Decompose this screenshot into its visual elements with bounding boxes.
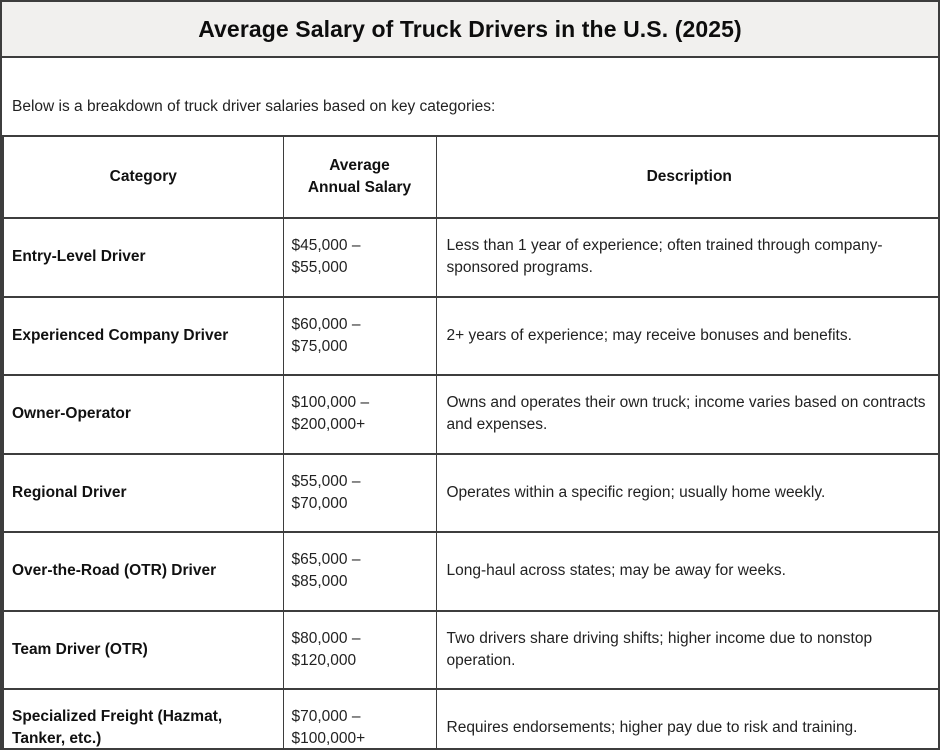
category-label: Regional Driver xyxy=(12,483,127,501)
table-header-row: Category Average Annual Salary Descripti… xyxy=(2,135,938,219)
salary-range-line1: $60,000 – xyxy=(291,315,361,333)
column-header-category: Category xyxy=(2,135,284,219)
description-cell: Operates within a specific region; usual… xyxy=(435,452,938,533)
category-label: Team Driver (OTR) xyxy=(12,640,148,658)
salary-range-line2: $120,000 xyxy=(291,651,357,669)
description-text: Requires endorsements; higher pay due to… xyxy=(446,719,858,737)
page-title: Average Salary of Truck Drivers in the U… xyxy=(198,15,742,42)
salary-cell: $55,000 – $70,000 xyxy=(282,452,437,533)
description-text: Two drivers share driving shifts; higher… xyxy=(446,629,873,669)
table-row: Experienced Company Driver $60,000 – $75… xyxy=(2,295,938,376)
table-row: Regional Driver $55,000 – $70,000 Operat… xyxy=(2,452,938,533)
category-cell: Regional Driver xyxy=(2,452,284,533)
salary-range-line1: $65,000 – xyxy=(291,551,361,569)
salary-table: Category Average Annual Salary Descripti… xyxy=(2,135,938,748)
salary-cell: $70,000 – $100,000+ xyxy=(282,688,437,748)
description-cell: Long-haul across states; may be away for… xyxy=(435,531,938,612)
salary-range-line1: $80,000 – xyxy=(291,629,361,647)
salary-range-line2: $70,000 xyxy=(291,494,348,512)
description-text: Owns and operates their own truck; incom… xyxy=(446,394,926,434)
salary-cell: $100,000 – $200,000+ xyxy=(282,374,437,455)
salary-range-line2: $75,000 xyxy=(291,337,348,355)
table-row: Specialized Freight (Hazmat, Tanker, etc… xyxy=(2,688,938,748)
table-body: Entry-Level Driver $45,000 – $55,000 Les… xyxy=(2,217,938,748)
category-label: Experienced Company Driver xyxy=(12,326,229,344)
category-cell: Owner-Operator xyxy=(2,374,284,455)
salary-range-line2: $200,000+ xyxy=(291,416,366,434)
description-cell: Owns and operates their own truck; incom… xyxy=(435,374,938,455)
salary-range-line1: $45,000 – xyxy=(291,237,361,255)
category-cell: Entry-Level Driver xyxy=(2,217,284,298)
salary-cell: $65,000 – $85,000 xyxy=(282,531,437,612)
salary-cell: $45,000 – $55,000 xyxy=(282,217,437,298)
category-label: Entry-Level Driver xyxy=(12,248,146,266)
table-row: Over-the-Road (OTR) Driver $65,000 – $85… xyxy=(2,531,938,612)
title-band: Average Salary of Truck Drivers in the U… xyxy=(2,2,938,58)
description-text: Less than 1 year of experience; often tr… xyxy=(446,237,883,277)
description-text: 2+ years of experience; may receive bonu… xyxy=(446,326,852,344)
salary-cell: $80,000 – $120,000 xyxy=(282,609,437,690)
column-header-salary: Average Annual Salary xyxy=(282,135,437,219)
description-cell: Less than 1 year of experience; often tr… xyxy=(435,217,938,298)
salary-range-line2: $85,000 xyxy=(291,573,348,591)
intro-text: Below is a breakdown of truck driver sal… xyxy=(12,98,496,115)
category-label: Specialized Freight (Hazmat, Tanker, etc… xyxy=(12,708,223,748)
table-row: Owner-Operator $100,000 – $200,000+ Owns… xyxy=(2,374,938,455)
salary-range-line1: $100,000 – xyxy=(291,394,370,412)
salary-range-line2: $100,000+ xyxy=(291,730,366,748)
table-row: Entry-Level Driver $45,000 – $55,000 Les… xyxy=(2,217,938,298)
category-cell: Experienced Company Driver xyxy=(2,295,284,376)
column-header-description: Description xyxy=(435,135,938,219)
description-cell: 2+ years of experience; may receive bonu… xyxy=(435,295,938,376)
description-text: Long-haul across states; may be away for… xyxy=(446,562,786,580)
salary-range-line2: $55,000 xyxy=(291,259,348,277)
salary-range-line1: $70,000 – xyxy=(291,708,361,726)
category-label: Owner-Operator xyxy=(12,405,131,423)
description-cell: Requires endorsements; higher pay due to… xyxy=(435,688,938,748)
description-cell: Two drivers share driving shifts; higher… xyxy=(435,609,938,690)
table-header: Category Average Annual Salary Descripti… xyxy=(2,135,938,219)
category-cell: Specialized Freight (Hazmat, Tanker, etc… xyxy=(2,688,284,748)
salary-range-line1: $55,000 – xyxy=(291,472,361,490)
salary-cell: $60,000 – $75,000 xyxy=(282,295,437,376)
category-label: Over-the-Road (OTR) Driver xyxy=(12,562,217,580)
category-cell: Over-the-Road (OTR) Driver xyxy=(2,531,284,612)
category-cell: Team Driver (OTR) xyxy=(2,609,284,690)
description-text: Operates within a specific region; usual… xyxy=(446,483,826,501)
table-row: Team Driver (OTR) $80,000 – $120,000 Two… xyxy=(2,609,938,690)
